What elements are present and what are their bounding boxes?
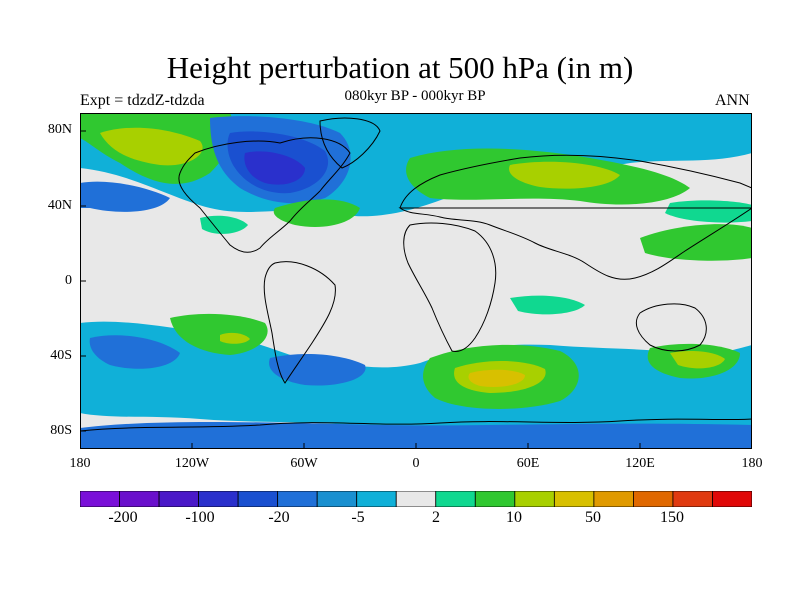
height-perturbation-map xyxy=(80,113,752,449)
lon-label-120w: 120W xyxy=(174,456,210,471)
colorbar-box-6 xyxy=(316,491,358,507)
colorbar-label-4: 2 xyxy=(432,509,440,526)
lon-label-60w: 60W xyxy=(290,456,318,471)
lat-label-eq: 0 xyxy=(65,273,72,288)
contour-north-yellowgreen xyxy=(100,127,203,166)
colorbar-label-2: -20 xyxy=(268,509,290,526)
contour-antarctic-blue xyxy=(80,421,752,449)
colorbar-box-1 xyxy=(119,491,160,507)
colorbar-label-3: -5 xyxy=(351,509,365,526)
map-ticks xyxy=(80,130,641,449)
coast-south-america xyxy=(263,261,336,384)
colorbar-label-7: 150 xyxy=(660,509,684,526)
colorbar-label-1: -100 xyxy=(185,509,215,526)
colorbar-box-11 xyxy=(514,491,555,507)
lon-label-180e: 180 xyxy=(741,456,763,471)
lat-label-40s: 40S xyxy=(50,348,72,363)
contour-eurasia-yellowgreen xyxy=(509,161,620,189)
colorbar xyxy=(80,491,752,507)
coast-europe-asia xyxy=(398,154,752,280)
colorbar-box-16 xyxy=(712,491,752,507)
coast-antarctica xyxy=(80,418,752,432)
lat-label-80n: 80N xyxy=(47,122,72,137)
lon-label-120e: 120E xyxy=(625,456,655,471)
lon-label-180w: 180 xyxy=(69,456,91,471)
season-label: ANN xyxy=(715,92,750,109)
contour-south-yellowgreen-aus xyxy=(670,351,725,369)
colorbar-box-10 xyxy=(474,491,516,507)
colorbar-box-9 xyxy=(435,491,476,507)
colorbar-box-12 xyxy=(553,491,595,507)
coast-greenland xyxy=(319,117,381,169)
colorbar-box-2 xyxy=(158,491,199,507)
colorbar-box-0 xyxy=(80,491,120,507)
contour-south-blue-atlantic xyxy=(269,353,366,386)
contour-northpacific-blue xyxy=(80,181,170,212)
colorbar-box-4 xyxy=(237,491,279,507)
contour-south-blue-west xyxy=(89,335,180,369)
contour-south-gold-indian xyxy=(468,369,525,387)
colorbar-box-15 xyxy=(672,491,713,507)
contour-mexico-mint xyxy=(200,215,248,234)
coast-africa xyxy=(403,222,497,352)
colorbar-label-6: 50 xyxy=(585,509,601,526)
colorbar-box-13 xyxy=(593,491,634,507)
chart-title: Height perturbation at 500 hPa (in m) xyxy=(166,50,634,85)
colorbar-label-5: 10 xyxy=(506,509,522,526)
lat-label-40n: 40N xyxy=(47,198,72,213)
colorbar-box-5 xyxy=(277,491,318,507)
coast-north-america xyxy=(178,137,351,253)
contour-south-yellowgreen-pacific xyxy=(220,332,250,344)
colorbar-label-0: -200 xyxy=(108,509,138,526)
contour-pacific-green-ne xyxy=(640,224,752,261)
experiment-label: Expt = tdzdZ-tdzda xyxy=(80,92,205,109)
contour-south-green-pacific xyxy=(170,313,268,355)
colorbar-box-7 xyxy=(356,491,397,507)
lat-label-80s: 80S xyxy=(50,423,72,438)
colorbar-box-3 xyxy=(198,491,239,507)
contour-northatlantic-green xyxy=(273,199,360,228)
contour-indian-mint xyxy=(510,295,585,315)
contour-pacific-mint-ne xyxy=(665,200,752,223)
lon-label-60e: 60E xyxy=(516,456,540,471)
lon-label-0: 0 xyxy=(412,456,420,471)
chart-subtitle: 080kyr BP - 000kyr BP xyxy=(344,88,486,104)
coast-australia xyxy=(635,303,707,352)
contour-canada-navy xyxy=(244,151,305,185)
continent-outlines xyxy=(80,117,752,432)
colorbar-box-8 xyxy=(395,491,437,507)
colorbar-box-14 xyxy=(633,491,674,507)
